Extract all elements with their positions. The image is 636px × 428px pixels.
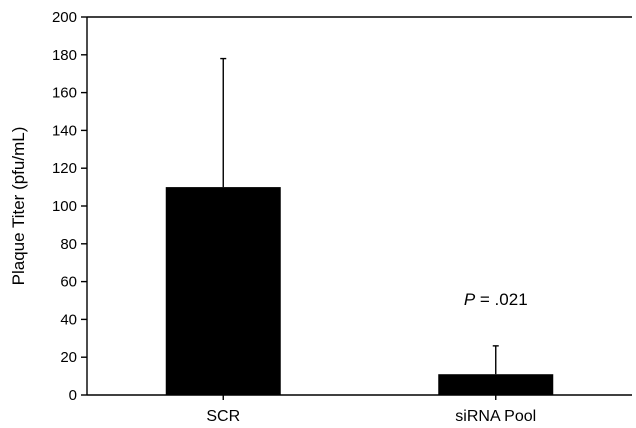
p-value-symbol: P — [464, 290, 476, 309]
bars — [165, 57, 554, 395]
y-tick-label: 80 — [60, 236, 77, 253]
y-tick-label: 180 — [52, 47, 77, 64]
bar-sirna-pool — [438, 374, 554, 395]
y-axis-ticks: 0 20 40 60 80 100 120 140 160 180 200 — [52, 9, 87, 404]
x-axis-labels: SCR siRNA Pool — [206, 395, 536, 425]
y-tick-label: 0 — [69, 387, 77, 404]
y-tick-label: 160 — [52, 85, 77, 102]
bar-scr — [165, 187, 281, 395]
annotations: P = .021 — [464, 290, 528, 309]
p-value-text: = .021 — [475, 290, 527, 309]
y-tick-label: 200 — [52, 9, 77, 26]
y-tick-label: 120 — [52, 160, 77, 177]
y-tick-label: 40 — [60, 311, 77, 328]
x-tick-label: SCR — [206, 408, 240, 425]
y-tick-label: 60 — [60, 274, 77, 291]
y-tick-label: 20 — [60, 349, 77, 366]
p-value-annotation: P = .021 — [464, 290, 528, 309]
y-axis-title: Plaque Titer (pfu/mL) — [9, 127, 28, 286]
x-tick-label: siRNA Pool — [455, 408, 536, 425]
y-tick-label: 100 — [52, 198, 77, 215]
y-tick-label: 140 — [52, 122, 77, 139]
